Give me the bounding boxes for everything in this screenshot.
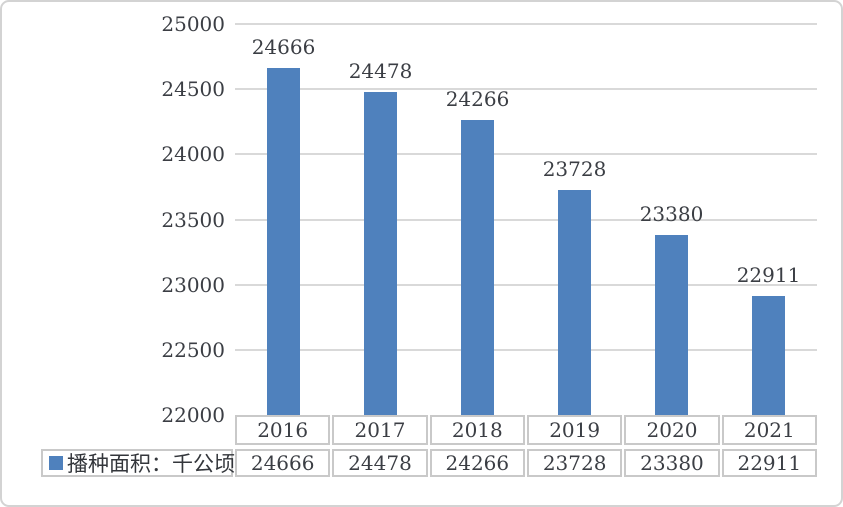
gridline-25000 (235, 23, 817, 25)
bar-2020 (655, 235, 688, 415)
legend-label: 播种面积：千公顷 (67, 452, 235, 476)
plot-area: 24666 24478 24266 23728 23380 22911 (235, 23, 817, 415)
data-table-value-cell: 24478 (332, 449, 428, 477)
x-axis-category-cell: 2017 (332, 415, 428, 445)
gridline-22500 (235, 348, 817, 351)
bar-2019 (558, 189, 591, 415)
bar-2021 (752, 296, 785, 415)
y-tick-label: 22500 (161, 337, 225, 362)
bar-2017 (364, 92, 397, 415)
gridline-24500 (235, 88, 817, 91)
x-axis-category-row: 2016 2017 2018 2019 2020 2021 (235, 415, 817, 445)
data-table-value-row: 24666 24478 24266 23728 23380 22911 (235, 449, 817, 477)
gridline-23500 (235, 218, 817, 221)
y-tick-label: 23000 (161, 272, 225, 297)
bar-2016 (267, 67, 300, 415)
y-tick-label: 25000 (161, 12, 225, 36)
bar-value-label: 23728 (542, 156, 607, 181)
legend-square-swatch-icon (49, 456, 63, 470)
x-axis-category-cell: 2021 (721, 415, 817, 445)
data-table-value-cell: 24666 (235, 449, 331, 477)
bar-value-label: 22911 (736, 263, 801, 288)
bar-value-label: 24666 (251, 34, 316, 59)
data-table-value-cell: 23380 (624, 449, 720, 477)
legend-cell: 播种面积：千公顷 (41, 449, 235, 477)
y-tick-label: 22000 (161, 403, 225, 427)
x-axis-category-cell: 2020 (624, 415, 720, 445)
bar-2018 (461, 119, 494, 415)
y-tick-label: 24000 (161, 142, 225, 167)
bar-value-label: 23380 (639, 202, 704, 227)
gridline-24000 (235, 153, 817, 156)
x-axis-category-cell: 2018 (429, 415, 525, 445)
x-axis-category-cell: 2016 (235, 415, 331, 445)
data-table-value-cell: 24266 (429, 449, 525, 477)
bar-value-label: 24478 (348, 59, 413, 84)
x-axis-category-cell: 2019 (526, 415, 623, 445)
y-tick-label: 23500 (161, 207, 225, 232)
data-table-value-cell: 23728 (526, 449, 623, 477)
data-table-value-cell: 22911 (721, 449, 817, 477)
gridline-23000 (235, 283, 817, 286)
y-tick-label: 24500 (161, 77, 225, 102)
bar-value-label: 24266 (445, 86, 510, 111)
y-axis: 25000 24500 24000 23500 23000 22500 22000 (2, 2, 225, 505)
